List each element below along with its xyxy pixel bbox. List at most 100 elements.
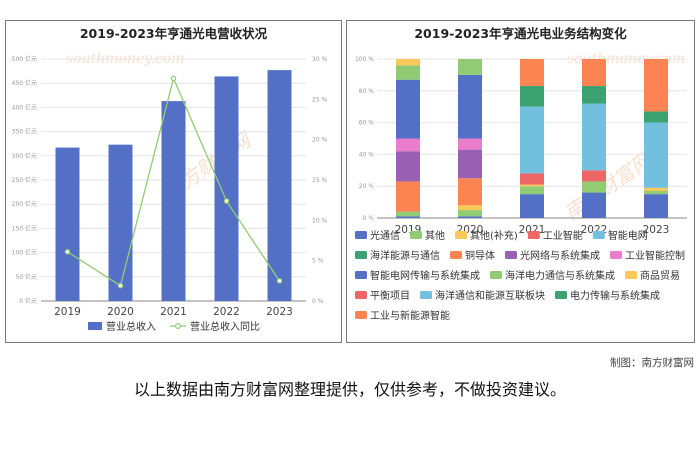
legend-swatch — [355, 291, 367, 299]
legend-label: 智能电网传输与系统集成 — [370, 269, 480, 282]
revenue-bar — [108, 144, 133, 301]
legend-swatch-yoy-marker — [175, 323, 182, 330]
revenue-bar — [55, 147, 80, 301]
y-tick-label: 0 % — [363, 215, 375, 222]
stack-segment — [396, 59, 420, 66]
y-tick-label: 40 % — [359, 151, 375, 158]
legend-label: 光网络与系统集成 — [520, 249, 600, 262]
y-left-tick-label: 150 亿元 — [12, 224, 37, 232]
chart-credit: 制图：南方财富网 — [610, 357, 694, 369]
stack-segment — [520, 173, 544, 185]
stack-segment — [644, 111, 668, 123]
legend-swatch-revenue — [88, 322, 102, 330]
legend-label: 平衡项目 — [370, 290, 410, 302]
y-left-tick-label: 250 亿元 — [12, 176, 37, 184]
y-tick-label: 20 % — [359, 183, 375, 190]
legend-swatch — [490, 271, 502, 279]
y-left-tick-label: 400 亿元 — [12, 103, 37, 111]
stack-segment — [520, 86, 544, 107]
legend-swatch — [527, 231, 540, 239]
stack-segment — [520, 184, 544, 187]
legend-label: 工业智能控制 — [625, 249, 685, 262]
stack-segment — [458, 149, 482, 179]
y-right-tick-label: 30 % — [312, 56, 328, 63]
legend-label: 海洋电力通信与系统集成 — [505, 269, 615, 282]
yoy-point — [117, 282, 124, 289]
legend-swatch — [610, 251, 622, 259]
stack-segment — [644, 194, 668, 218]
revenue-bar — [267, 70, 292, 301]
revenue-bar — [161, 101, 186, 301]
legend-swatch — [355, 311, 367, 319]
stack-segment — [582, 181, 606, 193]
legend-swatch — [505, 251, 517, 259]
stack-segment — [644, 122, 668, 188]
y-tick-label: 60 % — [359, 120, 375, 127]
yoy-point — [64, 248, 71, 255]
legend-swatch — [455, 231, 467, 239]
y-left-tick-label: 500 亿元 — [12, 55, 37, 63]
legend-label: 海洋能源与通信 — [370, 249, 440, 262]
stack-segment — [520, 186, 544, 195]
stack-segment — [520, 194, 544, 218]
legend-label: 工业与新能源智能 — [370, 309, 450, 322]
stack-segment — [396, 216, 420, 218]
y-left-tick-label: 0 亿元 — [19, 297, 37, 305]
stack-segment — [396, 65, 420, 80]
stack-segment — [644, 190, 668, 195]
legend-swatch — [450, 251, 462, 259]
legend-label-yoy: 营业总收入同比 — [190, 320, 260, 333]
legend-swatch — [410, 231, 422, 239]
y-left-tick-label: 50 亿元 — [15, 273, 37, 281]
legend-label: 铜导体 — [465, 250, 495, 262]
stack-segment — [582, 103, 606, 171]
stack-segment — [396, 211, 420, 217]
x-tick-label: 2023 — [266, 306, 293, 318]
yoy-point — [276, 278, 283, 284]
structure-chart-panel: 南方财富网 southmoney.com 2019-2023年亨通光电业务结构变… — [346, 20, 695, 343]
legend-swatch — [355, 271, 367, 279]
legend-swatch — [420, 291, 432, 299]
stack-segment — [582, 192, 606, 218]
y-right-tick-label: 20 % — [312, 137, 328, 144]
stack-segment — [396, 138, 420, 152]
yoy-point — [223, 198, 230, 204]
legend-label: 光通信 — [370, 229, 400, 242]
stack-segment — [458, 210, 482, 217]
stack-segment — [582, 86, 606, 104]
stack-segment — [458, 205, 482, 211]
stack-segment — [520, 59, 544, 87]
stack-segment — [458, 178, 482, 206]
structure-chart: 0 %20 %40 %60 %80 %100 %2019 2020 2021 2022… — [355, 56, 687, 322]
legend-label: 商品贸易 — [640, 269, 680, 282]
stack-segment — [458, 138, 482, 150]
legend-label: 智能电网 — [608, 229, 648, 242]
y-left-tick-label: 300 亿元 — [12, 152, 37, 160]
legend-label: 海洋通信和能源互联板块 — [435, 289, 545, 302]
revenue-chart-panel: 南方财富网 southmoney.com 2019-2023年亨通光电营收状况 … — [5, 20, 342, 343]
stack-segment — [520, 106, 544, 174]
stack-segment — [396, 79, 420, 139]
disclaimer-note: 以上数据由南方财富网整理提供，仅供参考，不做投资建议。 — [133, 380, 566, 399]
revenue-chart-title: 2019-2023年亨通光电营收状况 — [79, 26, 268, 41]
y-right-tick-label: 0 % — [312, 298, 324, 305]
structure-chart-title: 2019-2023年亨通光电业务结构变化 — [414, 26, 627, 41]
legend-swatch — [355, 231, 367, 239]
y-tick-label: 100 % — [355, 56, 374, 63]
stack-segment — [582, 59, 606, 87]
revenue-bar — [214, 76, 239, 301]
legend-swatch — [355, 251, 367, 259]
legend-swatch — [555, 291, 567, 299]
y-right-tick-label: 10 % — [312, 217, 328, 224]
x-tick-label: 2022 — [213, 306, 240, 318]
stack-segment — [458, 74, 482, 139]
stack-segment — [644, 59, 668, 112]
stack-segment — [458, 59, 482, 75]
legend-label: 其他 — [425, 229, 445, 242]
stack-segment — [458, 216, 482, 218]
y-right-tick-label: 25 % — [312, 96, 328, 103]
y-left-tick-label: 200 亿元 — [12, 200, 37, 208]
revenue-chart: 0 亿元 50 亿元 100 亿元 150 亿元 200 亿元 250 亿元 300 亿元 3… — [12, 55, 328, 333]
y-tick-label: 80 % — [359, 88, 375, 95]
legend-swatch — [625, 271, 637, 279]
